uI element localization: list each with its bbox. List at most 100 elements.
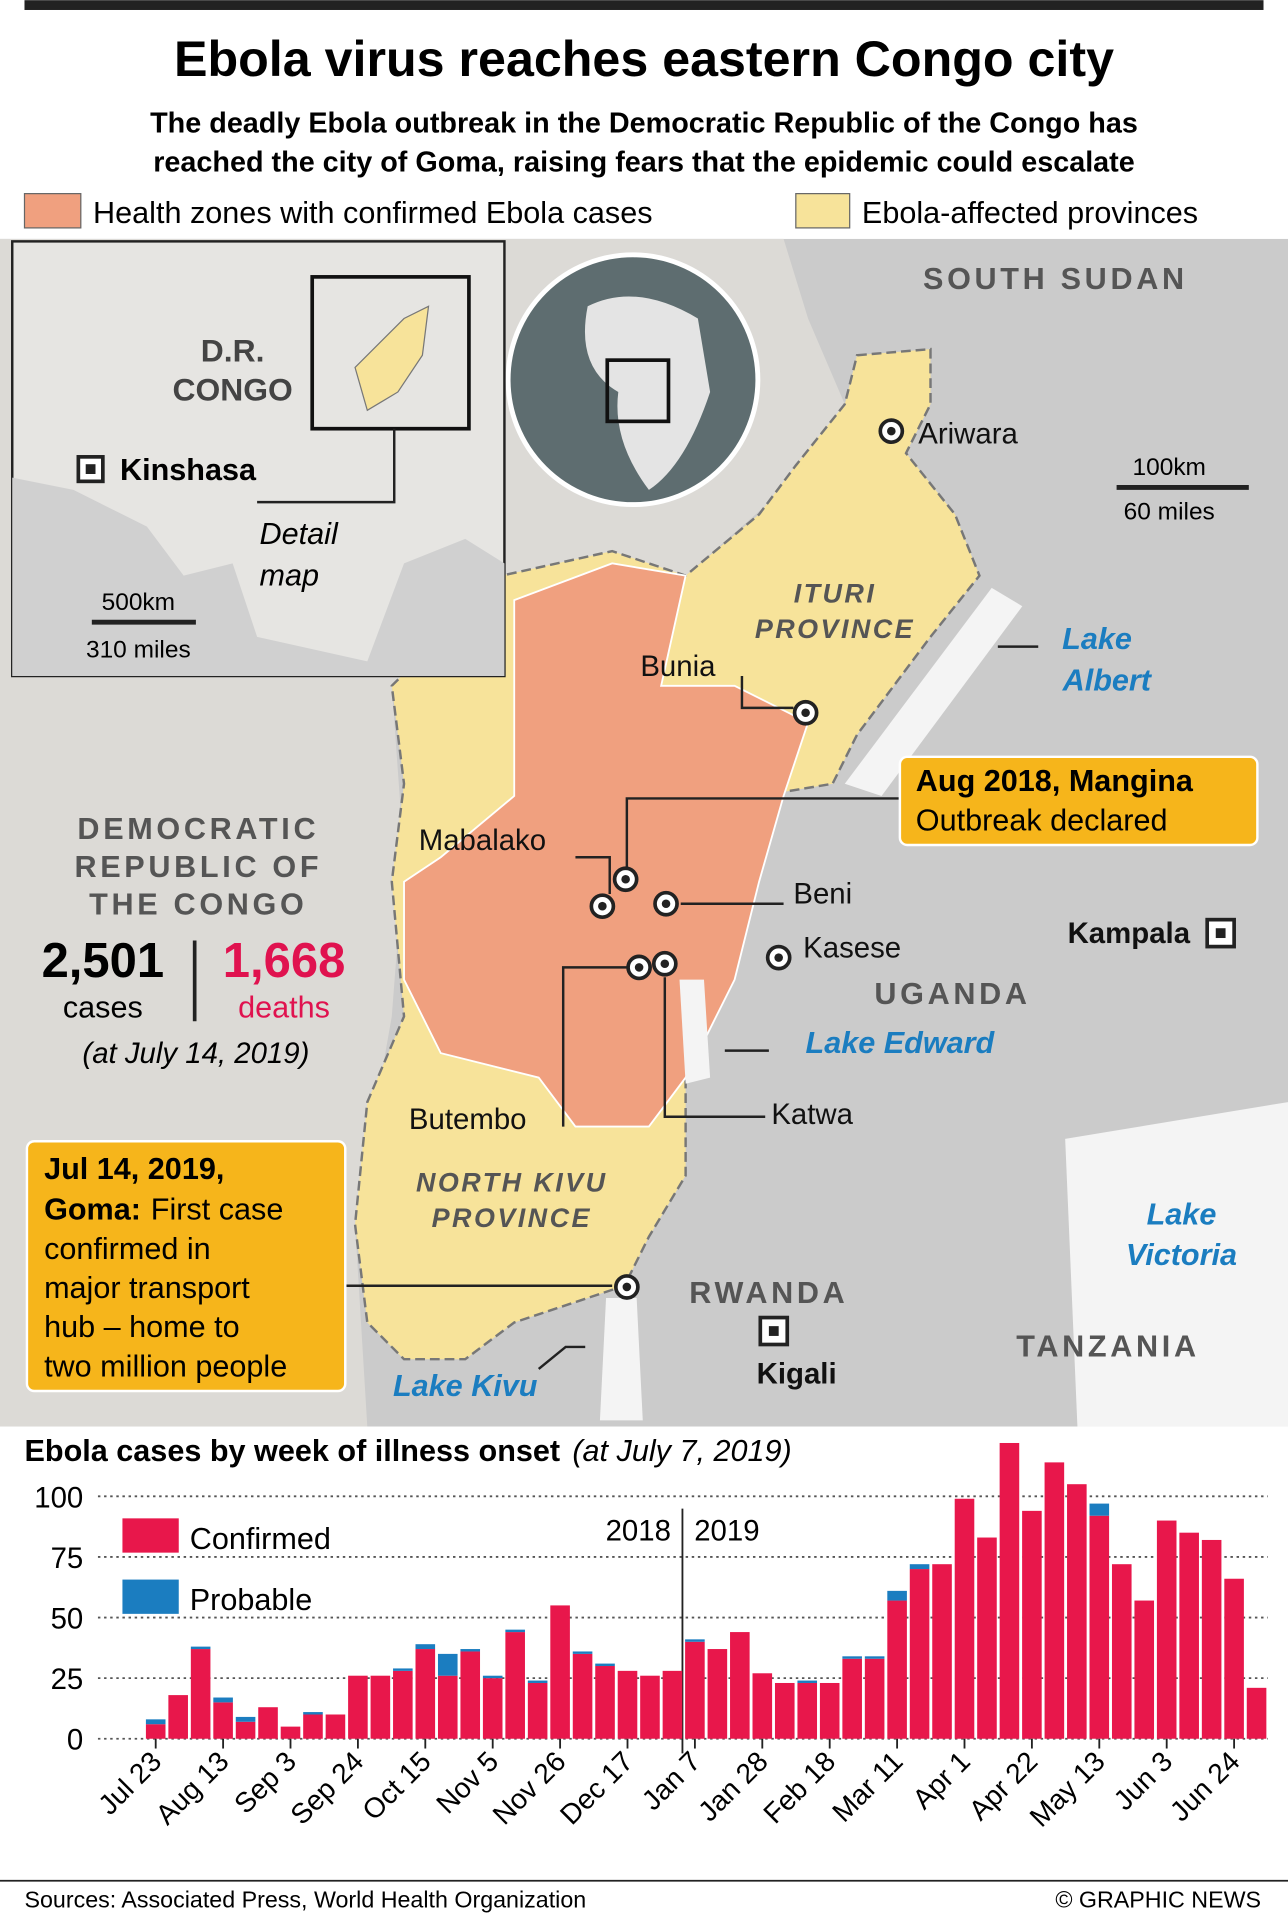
- city-dot-centre: [622, 1282, 632, 1292]
- scale-label: 100km: [1133, 454, 1206, 481]
- callout-line: major transport: [44, 1271, 250, 1305]
- callout-line: confirmed in: [44, 1232, 211, 1266]
- bar-segment: [258, 1707, 278, 1739]
- city-dot-centre: [621, 874, 630, 884]
- bar-segment: [572, 1651, 593, 1654]
- city-label: Mabalako: [419, 824, 546, 857]
- bar-segment: [640, 1675, 660, 1739]
- bar-segment: [505, 1632, 525, 1739]
- leader-line: [537, 1345, 586, 1370]
- callout-heading: Jul 14, 2019,: [44, 1152, 224, 1186]
- title: Ebola virus reaches eastern Congo city: [174, 31, 1114, 87]
- chart-title: Ebola cases by week of illness onset (at …: [24, 1434, 791, 1468]
- bar-segment: [1134, 1600, 1155, 1739]
- sources: Sources: Associated Press, World Health …: [24, 1887, 586, 1913]
- country-label: TANZANIA: [1016, 1330, 1199, 1364]
- city-dot-centre: [887, 426, 896, 436]
- city-label: Kampala: [1068, 917, 1191, 950]
- marker-centres: [598, 426, 1226, 1336]
- country-label: UGANDA: [874, 977, 1030, 1011]
- province-label: ITURI PROVINCE: [755, 579, 915, 645]
- bar-segment: [887, 1590, 907, 1601]
- bar-segment: [325, 1714, 346, 1739]
- bar-segment: [752, 1673, 773, 1739]
- capital-centre: [85, 464, 96, 474]
- bar-segment: [505, 1629, 525, 1633]
- label-line: Albert: [1062, 664, 1153, 698]
- bar-segment: [1201, 1539, 1222, 1739]
- city-dot-centre: [598, 901, 607, 911]
- callout-box: [25, 1140, 347, 1393]
- bar-segment: [1022, 1510, 1042, 1739]
- bar-segment: [842, 1656, 862, 1659]
- callout-text: Outbreak declared: [916, 803, 1168, 837]
- country-label: SOUTH SUDAN: [923, 262, 1188, 296]
- bar-segment: [730, 1632, 750, 1739]
- bar-segment: [550, 1605, 570, 1739]
- credit: © GRAPHIC NEWS: [1055, 1887, 1261, 1913]
- label-line: PROVINCE: [755, 614, 915, 644]
- capital-centre: [1215, 928, 1226, 939]
- label-line: D.R.: [201, 332, 265, 368]
- bar-segment: [213, 1702, 233, 1739]
- leader-line: [625, 797, 900, 868]
- chart-subtitle: (at July 7, 2019): [572, 1434, 791, 1468]
- bar-segment: [707, 1649, 728, 1739]
- bar-segment: [685, 1639, 705, 1642]
- bar-segment: [1089, 1503, 1110, 1516]
- bar-segment: [213, 1697, 233, 1703]
- bar-segment: [842, 1658, 862, 1739]
- lake-kivu: [599, 1297, 643, 1421]
- legend-label: Ebola-affected provinces: [862, 196, 1198, 230]
- city-label: Bunia: [640, 650, 716, 683]
- capital-centre: [768, 1326, 779, 1336]
- city-label: Butembo: [409, 1103, 527, 1136]
- label-line: Victoria: [1126, 1238, 1237, 1272]
- bar-segment: [303, 1712, 323, 1715]
- bar-segment: [460, 1649, 481, 1652]
- globe-africa: [584, 296, 711, 490]
- top-bar: [24, 0, 1264, 10]
- y-tick-label: 25: [51, 1663, 84, 1696]
- bar-segment: [1179, 1532, 1199, 1739]
- inset-capital: Kinshasa: [120, 453, 257, 487]
- bar-segment: [348, 1675, 368, 1739]
- leader-line: [561, 966, 627, 1127]
- bar-segment: [393, 1670, 413, 1739]
- bar-segment: [572, 1653, 593, 1739]
- y-tick-label: 50: [51, 1603, 84, 1636]
- label-line: ITURI: [794, 579, 877, 609]
- callout-title: Aug 2018, Mangina: [916, 764, 1194, 798]
- city-dot-centre: [774, 953, 783, 962]
- inset-country: D.R. CONGO: [172, 332, 292, 407]
- leader-line: [740, 676, 794, 710]
- bar-segment: [797, 1682, 818, 1739]
- label-line: map: [260, 558, 320, 592]
- bar-segment: [595, 1663, 615, 1667]
- chart-title-text: Ebola cases by week of illness onset: [24, 1434, 560, 1468]
- bar-segment: [168, 1695, 188, 1739]
- city-label: Kigali: [757, 1358, 837, 1391]
- leader-line: [575, 855, 611, 894]
- bar-segment: [235, 1716, 256, 1722]
- bar-segment: [977, 1537, 997, 1739]
- lake-label: Lake Albert: [1062, 622, 1153, 698]
- lake-edward: [679, 979, 711, 1084]
- label-line: Lake: [1147, 1198, 1217, 1232]
- city-label: Katwa: [771, 1098, 853, 1131]
- legend-label: Health zones with confirmed Ebola cases: [93, 196, 652, 230]
- lake-label: Lake Victoria: [1126, 1198, 1237, 1272]
- bar-segment: [999, 1442, 1020, 1739]
- city-dot-centre: [661, 899, 671, 909]
- scale-label: 60 miles: [1124, 498, 1215, 525]
- bar-segment: [864, 1658, 885, 1739]
- legend-swatch: [23, 193, 82, 229]
- bar-segment: [482, 1678, 503, 1739]
- city-label: Ariwara: [918, 417, 1018, 450]
- bar-segment: [1089, 1515, 1110, 1739]
- label-line: Lake: [1062, 622, 1132, 656]
- legend-label: Confirmed: [190, 1522, 331, 1556]
- bar-segment: [393, 1668, 413, 1671]
- bar-segment: [595, 1666, 615, 1739]
- bar-segment: [190, 1649, 211, 1739]
